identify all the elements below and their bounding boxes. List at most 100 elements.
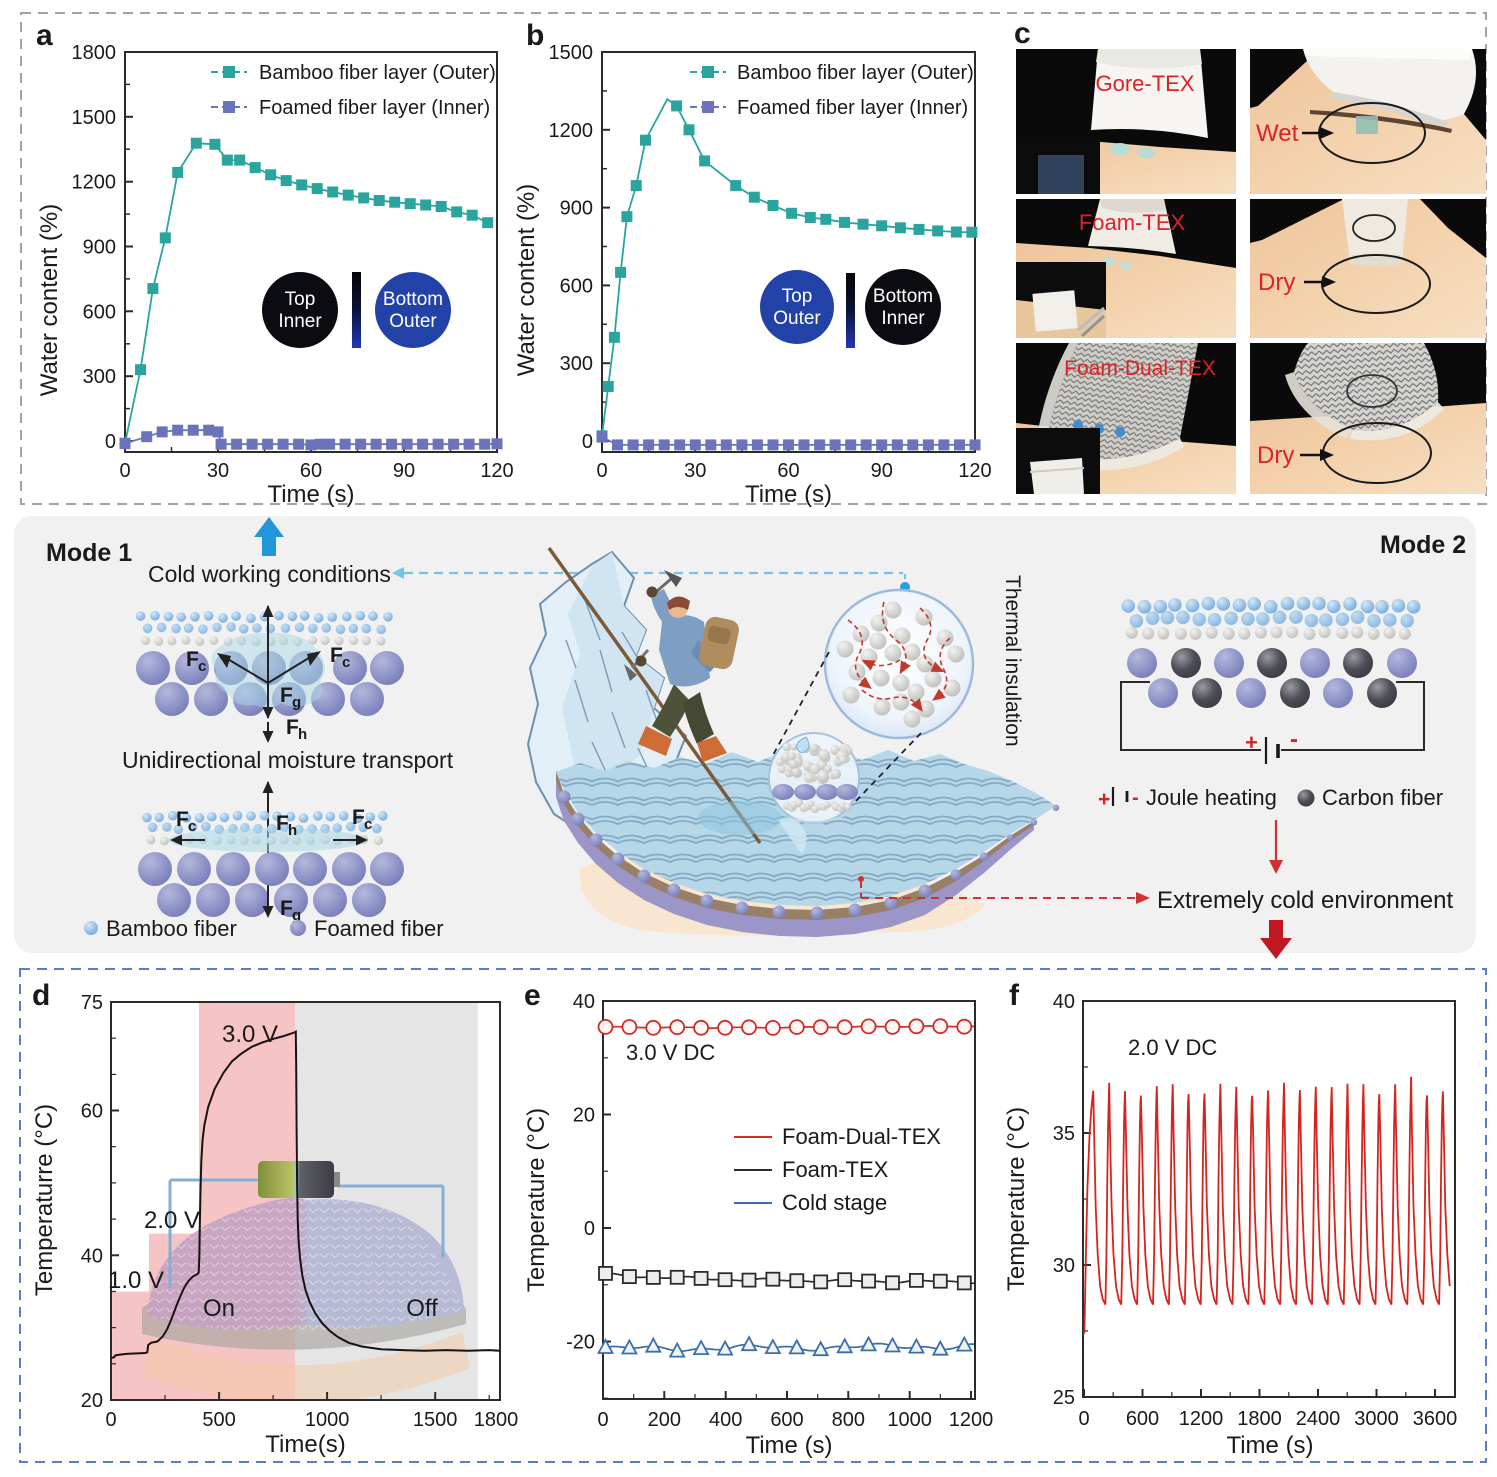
- svg-text:Bamboo fiber layer (Outer): Bamboo fiber layer (Outer): [259, 62, 496, 84]
- svg-text:Outer: Outer: [773, 308, 821, 329]
- svg-text:1.0 V: 1.0 V: [108, 1267, 164, 1294]
- svg-text:c: c: [364, 816, 372, 833]
- svg-text:900: 900: [560, 198, 593, 220]
- svg-text:0: 0: [582, 431, 593, 453]
- svg-text:0: 0: [597, 1409, 608, 1431]
- svg-text:0: 0: [105, 1409, 116, 1431]
- svg-text:Foamed fiber layer (Inner): Foamed fiber layer (Inner): [259, 97, 490, 119]
- svg-text:F: F: [280, 684, 293, 707]
- svg-text:Carbon fiber: Carbon fiber: [1322, 785, 1443, 810]
- svg-text:g: g: [292, 907, 301, 924]
- svg-text:1800: 1800: [474, 1409, 519, 1431]
- svg-text:Cold stage: Cold stage: [782, 1190, 887, 1215]
- svg-text:Top: Top: [285, 289, 316, 310]
- svg-text:Temperature (°C): Temperature (°C): [1003, 1107, 1030, 1291]
- svg-text:Temperature (°C): Temperature (°C): [523, 1108, 550, 1292]
- svg-text:+: +: [1098, 788, 1110, 811]
- svg-text:Bottom: Bottom: [383, 289, 443, 310]
- svg-text:F: F: [276, 812, 289, 835]
- svg-text:Bottom: Bottom: [873, 286, 933, 307]
- svg-text:60: 60: [777, 460, 799, 482]
- svg-text:Joule heating: Joule heating: [1146, 785, 1277, 810]
- svg-text:Temperaturre (°C): Temperaturre (°C): [31, 1104, 58, 1296]
- svg-text:Gore-TEX: Gore-TEX: [1095, 71, 1194, 96]
- svg-text:900: 900: [83, 237, 116, 259]
- svg-text:1200: 1200: [549, 120, 594, 142]
- svg-text:Dry: Dry: [1258, 269, 1295, 296]
- svg-text:3.0 V: 3.0 V: [222, 1021, 278, 1048]
- svg-text:1000: 1000: [887, 1409, 932, 1431]
- svg-text:Foamed fiber layer (Inner): Foamed fiber layer (Inner): [737, 97, 968, 119]
- svg-text:90: 90: [393, 460, 415, 482]
- svg-text:600: 600: [560, 275, 593, 297]
- svg-text:600: 600: [1126, 1408, 1159, 1430]
- svg-text:b: b: [526, 19, 544, 52]
- svg-text:40: 40: [81, 1245, 103, 1267]
- svg-text:40: 40: [1053, 991, 1075, 1013]
- svg-text:90: 90: [871, 460, 893, 482]
- svg-text:0: 0: [119, 460, 130, 482]
- svg-text:20: 20: [573, 1105, 595, 1127]
- svg-text:-20: -20: [566, 1332, 595, 1354]
- svg-text:0: 0: [1078, 1408, 1089, 1430]
- svg-text:300: 300: [83, 366, 116, 388]
- svg-text:2.0 V: 2.0 V: [144, 1207, 200, 1234]
- svg-text:Time (s): Time (s): [267, 481, 354, 508]
- svg-text:75: 75: [81, 992, 103, 1014]
- svg-text:F: F: [352, 806, 365, 829]
- svg-text:0: 0: [105, 431, 116, 453]
- svg-text:20: 20: [81, 1390, 103, 1412]
- svg-text:3600: 3600: [1413, 1408, 1458, 1430]
- svg-text:1200: 1200: [72, 172, 117, 194]
- svg-text:1500: 1500: [72, 107, 117, 129]
- svg-text:30: 30: [207, 460, 229, 482]
- svg-text:Inner: Inner: [881, 308, 925, 329]
- svg-text:30: 30: [1053, 1255, 1075, 1277]
- svg-text:1200: 1200: [949, 1409, 994, 1431]
- svg-text:120: 120: [958, 460, 991, 482]
- svg-text:Foamed fiber: Foamed fiber: [314, 916, 444, 941]
- svg-text:60: 60: [300, 460, 322, 482]
- svg-text:-: -: [1132, 787, 1139, 809]
- svg-text:c: c: [198, 658, 206, 675]
- svg-text:f: f: [1009, 979, 1020, 1012]
- svg-text:2400: 2400: [1296, 1408, 1341, 1430]
- svg-text:Outer: Outer: [389, 311, 437, 332]
- svg-text:Foam-Dual-TEX: Foam-Dual-TEX: [782, 1124, 941, 1149]
- svg-text:800: 800: [832, 1409, 865, 1431]
- svg-text:Time (s): Time (s): [745, 481, 832, 508]
- svg-text:e: e: [524, 979, 541, 1012]
- svg-text:Mode 1: Mode 1: [46, 539, 132, 567]
- svg-text:Dry: Dry: [1257, 442, 1294, 469]
- svg-text:1200: 1200: [1179, 1408, 1224, 1430]
- svg-text:Unidirectional moisture transp: Unidirectional moisture transport: [122, 747, 454, 773]
- svg-text:Water content (%): Water content (%): [36, 204, 63, 397]
- svg-text:1000: 1000: [305, 1409, 350, 1431]
- svg-text:On: On: [203, 1295, 235, 1322]
- svg-text:Time (s): Time (s): [1226, 1432, 1313, 1459]
- svg-text:3.0 V DC: 3.0 V DC: [626, 1040, 715, 1065]
- svg-text:0: 0: [584, 1218, 595, 1240]
- svg-text:F: F: [186, 648, 199, 671]
- svg-text:40: 40: [573, 991, 595, 1013]
- svg-text:Bamboo fiber layer (Outer): Bamboo fiber layer (Outer): [737, 62, 974, 84]
- svg-text:Foam-TEX: Foam-TEX: [782, 1157, 889, 1182]
- svg-text:F: F: [330, 644, 343, 667]
- svg-text:-: -: [1290, 726, 1298, 753]
- svg-text:0: 0: [596, 460, 607, 482]
- svg-text:F: F: [176, 808, 189, 831]
- svg-text:600: 600: [83, 301, 116, 323]
- svg-text:c: c: [1014, 17, 1031, 50]
- svg-text:Thermal insulation: Thermal insulation: [1001, 575, 1024, 747]
- svg-text:Time(s): Time(s): [265, 1431, 345, 1458]
- svg-text:60: 60: [81, 1101, 103, 1123]
- svg-text:1800: 1800: [1237, 1408, 1282, 1430]
- svg-text:1500: 1500: [549, 42, 594, 64]
- svg-text:500: 500: [202, 1409, 235, 1431]
- svg-text:+: +: [1245, 730, 1258, 755]
- svg-text:Top: Top: [782, 286, 813, 307]
- svg-text:35: 35: [1053, 1123, 1075, 1145]
- svg-text:F: F: [280, 897, 293, 920]
- svg-text:Foam-Dual-TEX: Foam-Dual-TEX: [1064, 357, 1216, 380]
- svg-text:g: g: [292, 694, 301, 711]
